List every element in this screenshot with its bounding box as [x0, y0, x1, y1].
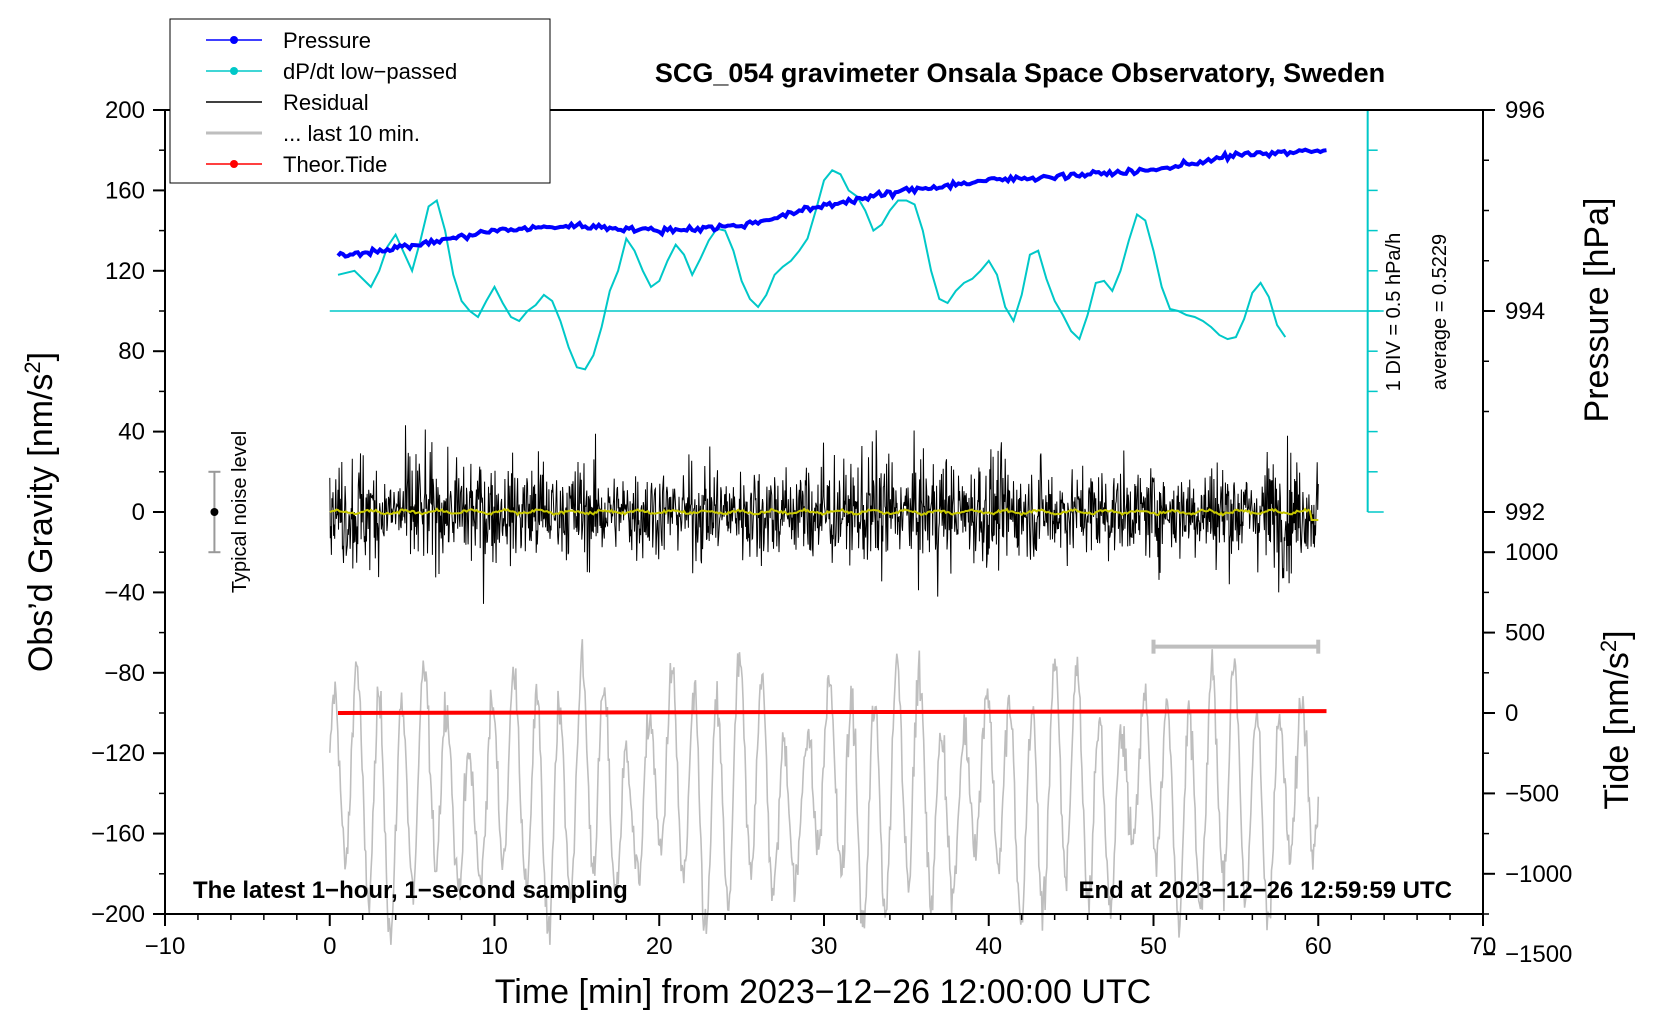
series-residual-lowpass — [329, 507, 1319, 521]
series-theor-tide — [337, 709, 1327, 715]
y-tick-label: 80 — [118, 338, 145, 365]
pressure-line — [336, 147, 1327, 260]
last-10-min-bar — [1151, 639, 1321, 654]
x-tick-label: 10 — [481, 933, 508, 960]
x-tick-label: 20 — [646, 933, 673, 960]
y-tick-label: 160 — [105, 177, 145, 204]
x-tick-label: −10 — [145, 933, 186, 960]
dpdt-scale-bar — [1366, 109, 1384, 513]
last-10-min-line — [329, 639, 1320, 945]
y-tick-label: −120 — [91, 740, 145, 767]
pressure-axis-label: Pressure [hPa] — [1578, 198, 1616, 423]
legend-label: Residual — [283, 90, 369, 115]
legend-swatch-marker — [230, 160, 238, 168]
legend-box — [169, 18, 551, 184]
y-tick-label: −40 — [104, 579, 145, 606]
x-tick-label: 40 — [975, 933, 1002, 960]
tide-tick-label: −500 — [1505, 780, 1559, 807]
pressure-axis-ticks: 996 994 992 — [1483, 97, 1545, 526]
series-dpdt-lowpassed — [329, 169, 1380, 371]
y-axis-left-ticks: 200 160 120 80 40 0 −40 −80 −120 −160 −200 — [91, 97, 165, 928]
y-tick-label: −200 — [91, 901, 145, 928]
y-tick-label: −80 — [104, 660, 145, 687]
x-tick-label: 30 — [811, 933, 838, 960]
x-tick-label: 60 — [1305, 933, 1332, 960]
dpdt-line — [337, 169, 1287, 371]
pressure-tick-label: 992 — [1505, 499, 1545, 526]
tide-tick-label: −1000 — [1505, 861, 1572, 888]
legend-label: dP/dt low−passed — [283, 59, 457, 84]
tide-axis-label: Tide [nm/s2] — [1596, 630, 1636, 809]
x-tick-label: 70 — [1470, 933, 1497, 960]
chart-title: SCG_054 gravimeter Onsala Space Observat… — [655, 58, 1385, 88]
residual-lowpass-line — [329, 507, 1319, 521]
y-axis-left-label: Obs’d Gravity [nm/s2] — [20, 352, 60, 672]
banner-right: End at 2023−12−26 12:59:59 UTC — [1078, 877, 1452, 904]
legend-swatch-marker — [230, 36, 238, 44]
y-tick-label: 40 — [118, 419, 145, 446]
legend-label: Pressure — [283, 28, 371, 53]
x-tick-label: 0 — [323, 933, 336, 960]
tide-tick-label: −1500 — [1505, 941, 1572, 968]
tide-tick-label: 500 — [1505, 620, 1545, 647]
x-tick-label: 50 — [1140, 933, 1167, 960]
tide-axis-ticks: 1000 500 0 −500 −1000 −1500 — [1483, 539, 1572, 968]
y-tick-label: −160 — [91, 821, 145, 848]
pressure-tick-label: 996 — [1505, 97, 1545, 124]
tide-tick-label: 0 — [1505, 700, 1518, 727]
legend: Pressure dP/dt low−passed Residual ... last… — [169, 18, 551, 184]
x-axis-ticks: −10 0 10 20 30 40 50 60 70 — [145, 914, 1497, 960]
banner-left: The latest 1−hour, 1−second sampling — [193, 877, 628, 904]
y-tick-label: 120 — [105, 258, 145, 285]
pressure-tick-label: 994 — [1505, 298, 1545, 325]
legend-swatch-marker — [230, 67, 238, 75]
y-tick-label: 0 — [132, 499, 145, 526]
tide-tick-label: 1000 — [1505, 539, 1558, 566]
noise-level-bar — [208, 470, 221, 554]
noise-level-label: Typical noise level — [229, 431, 251, 593]
series-pressure — [336, 147, 1327, 260]
series-residual — [329, 425, 1319, 604]
noise-bar-dot — [210, 508, 219, 516]
x-axis-label: Time [min] from 2023−12−26 12:00:00 UTC — [495, 973, 1151, 1011]
theor-tide-line — [337, 709, 1327, 715]
y-tick-label: 200 — [105, 97, 145, 124]
legend-label: Theor.Tide — [283, 152, 387, 177]
series-last-10-min — [329, 639, 1320, 945]
legend-label: ... last 10 min. — [283, 121, 420, 146]
dpdt-div-label: 1 DIV = 0.5 hPa/h — [1383, 233, 1405, 391]
residual-line — [329, 425, 1319, 604]
dpdt-average-label: average = 0.5229 — [1429, 234, 1451, 390]
